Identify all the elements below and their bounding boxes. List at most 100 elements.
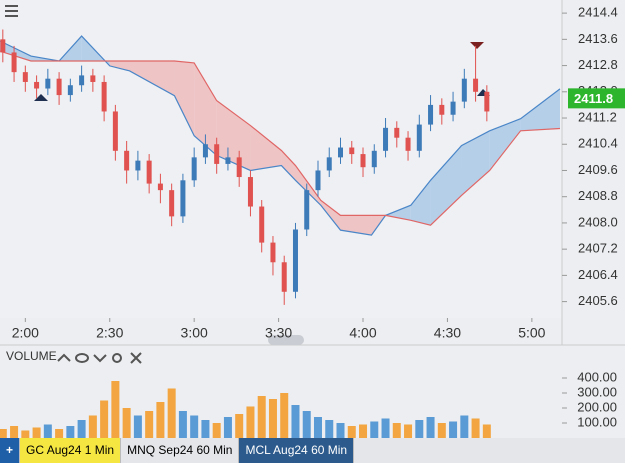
volume-bar [370, 421, 379, 438]
y-tick-label: 2408.0 [578, 214, 618, 229]
candle-body [338, 147, 344, 158]
x-tick-label: 3:30 [265, 325, 292, 341]
x-tick-label: 4:30 [434, 325, 461, 341]
candle-body [135, 160, 141, 171]
volume-bar [212, 423, 221, 438]
y-tick-label: 2410.4 [578, 136, 618, 151]
cloud-segment [194, 62, 217, 156]
volume-bar [167, 388, 176, 438]
cloud-segment [340, 215, 372, 236]
cloud-segment [129, 60, 175, 96]
scroll-handle[interactable] [268, 335, 304, 345]
candle-body [304, 190, 310, 230]
candle-body [247, 177, 253, 207]
volume-bar [471, 418, 480, 438]
candle-body [461, 78, 467, 102]
candle-body [146, 160, 152, 184]
candle-body [439, 104, 445, 115]
tab[interactable]: MCL Aug24 60 Min [239, 438, 355, 463]
volume-bar [201, 420, 210, 438]
cloud-segment [174, 60, 195, 136]
y-tick-label: 2408.8 [578, 188, 618, 203]
x-tick-label: 3:00 [181, 325, 208, 341]
candle-body [270, 242, 276, 263]
cloud-line [0, 50, 561, 226]
volume-bar [156, 402, 165, 438]
volume-bar [313, 417, 322, 438]
candle-body [225, 157, 231, 164]
cloud-segment [320, 200, 341, 231]
volume-bar [223, 417, 232, 438]
candle-body [45, 78, 51, 89]
volume-bar [449, 421, 458, 438]
menu-icon[interactable] [5, 5, 18, 17]
cloud-segment [250, 125, 282, 171]
volume-bar [66, 426, 75, 438]
candle-body [259, 206, 265, 243]
y-tick-label: 200.00 [577, 399, 617, 414]
candle-body [101, 81, 107, 112]
volume-bar [482, 424, 491, 438]
cloud-segment [109, 60, 130, 71]
y-tick-label: 2405.6 [578, 293, 618, 308]
volume-bar [280, 393, 289, 438]
candle-body [292, 229, 298, 292]
volume-bar [325, 420, 334, 438]
signal-marker [34, 94, 48, 101]
candle-body [349, 147, 355, 155]
pane-icons[interactable] [57, 352, 142, 364]
tab[interactable]: GC Aug24 1 Min [20, 438, 122, 463]
candle-body [202, 144, 208, 158]
candle-body [383, 127, 389, 151]
candle-body [34, 81, 40, 89]
volume-bar [426, 417, 435, 438]
volume-bar [235, 414, 244, 438]
cloud-segment [430, 145, 462, 226]
volume-bar [415, 420, 424, 438]
volume-bar [133, 415, 142, 438]
candle-body [0, 39, 6, 53]
candle-body [22, 72, 28, 82]
candle-body [214, 144, 220, 164]
candle-body [315, 170, 321, 191]
volume-bar [404, 424, 413, 438]
tab[interactable]: MNQ Sep24 60 Min [121, 438, 240, 463]
candle-body [450, 101, 456, 115]
cloud-segment [461, 130, 490, 196]
candle-body [371, 150, 377, 168]
candle-body [360, 154, 366, 168]
volume-bar [145, 411, 154, 438]
candle-body [394, 127, 400, 138]
volume-bar [381, 418, 390, 438]
volume-bar [21, 430, 30, 438]
volume-bar [437, 423, 446, 438]
volume-bar [32, 427, 41, 438]
candle-body [428, 104, 434, 125]
candle-body [484, 91, 490, 112]
cloud-segment [410, 180, 431, 226]
volume-bar [392, 423, 401, 438]
candle-body [112, 111, 118, 151]
volume-bar [77, 420, 86, 438]
candle-body [191, 157, 197, 181]
y-tick-label: 400.00 [577, 369, 617, 384]
candle-body [180, 180, 186, 217]
candle-body [124, 150, 130, 171]
candle-body [90, 75, 96, 82]
candle-body [11, 52, 17, 73]
volume-bar [0, 429, 7, 438]
y-tick-label: 100.00 [577, 414, 617, 429]
x-tick-label: 2:00 [12, 325, 39, 341]
candle-body [405, 137, 411, 151]
cloud-segment [281, 150, 296, 181]
volume-bar [122, 408, 131, 438]
candle-body [67, 85, 73, 96]
y-tick-label: 2411.2 [578, 109, 617, 124]
volume-bar [100, 400, 109, 438]
cloud-segment [295, 165, 321, 206]
tab[interactable]: + [0, 438, 21, 463]
candle-body [157, 183, 163, 191]
volume-bar [178, 411, 187, 438]
tab-bar: + GC Aug24 1 Min MNQ Sep24 60 Min MCL Aug24… [0, 438, 625, 463]
candle-body [79, 75, 85, 86]
